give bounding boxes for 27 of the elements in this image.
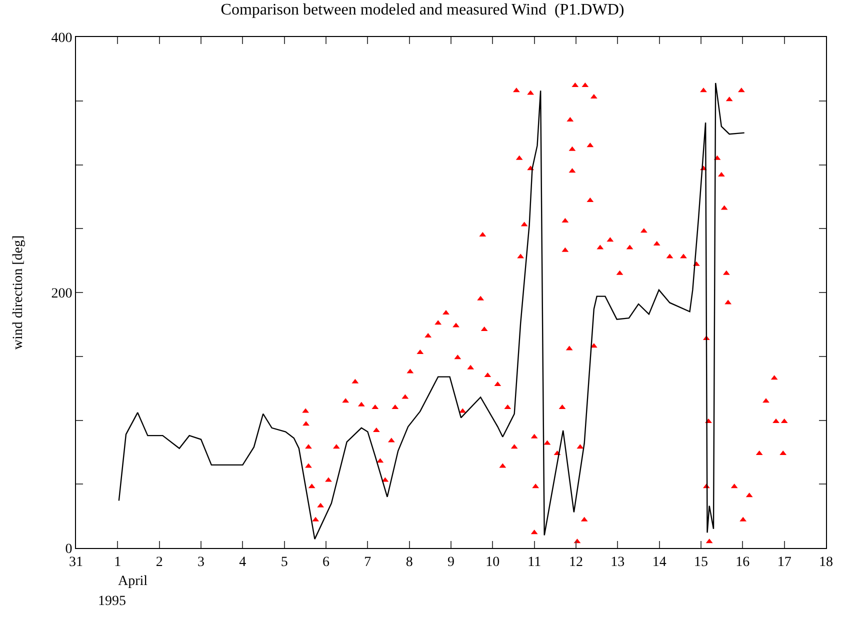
y-tick-label: 0 bbox=[65, 542, 72, 557]
text: April bbox=[118, 574, 148, 589]
x-tick-label: 14 bbox=[652, 554, 666, 570]
x-tick-label: 2 bbox=[156, 554, 163, 570]
x-tick-label: 17 bbox=[777, 554, 792, 570]
chart-title: Comparison between modeled and measured Wind (P1.DWD) bbox=[220, 1, 624, 18]
x-tick-label: 10 bbox=[486, 554, 500, 570]
x-tick-label: 9 bbox=[448, 554, 454, 570]
x-tick-label: 18 bbox=[819, 554, 833, 570]
x-tick-label: 11 bbox=[528, 554, 542, 570]
x-tick-label: 4 bbox=[239, 554, 246, 570]
x-tick-label: 16 bbox=[736, 554, 750, 570]
y-axis-title: wind direction [deg] bbox=[10, 235, 26, 350]
text: 1995 bbox=[98, 594, 126, 609]
y-tick-label: 200 bbox=[51, 286, 72, 302]
x-tick-label: 8 bbox=[406, 554, 413, 570]
x-tick-label: 5 bbox=[280, 554, 288, 570]
x-tick-label: 12 bbox=[569, 554, 583, 570]
x-tick-label: 7 bbox=[364, 554, 372, 570]
x-tick-label: 6 bbox=[322, 554, 330, 570]
y-tick-label: 400 bbox=[51, 30, 72, 46]
x-tick-label: 3 bbox=[198, 554, 204, 570]
line-series bbox=[118, 82, 745, 540]
x-tick-label: 1 bbox=[114, 554, 122, 570]
x-tick-label: 31 bbox=[69, 554, 83, 570]
x-tick-label: 15 bbox=[694, 554, 708, 570]
x-tick-label: 13 bbox=[610, 554, 625, 570]
